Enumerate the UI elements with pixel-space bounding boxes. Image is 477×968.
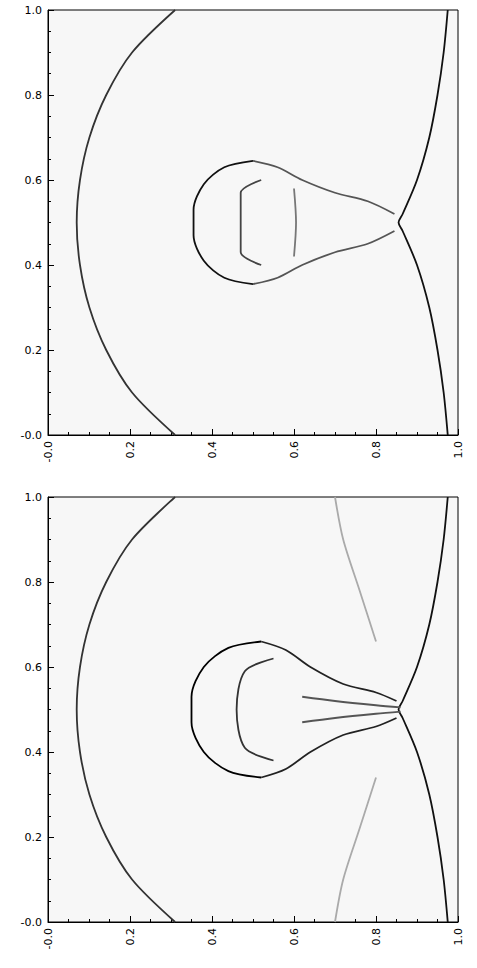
svg-text:0.8: 0.8: [25, 576, 43, 589]
svg-text:0.4: 0.4: [206, 928, 219, 946]
svg-text:1.0: 1.0: [25, 4, 43, 17]
svg-text:0.4: 0.4: [25, 746, 43, 759]
svg-text:0.2: 0.2: [25, 831, 43, 844]
svg-text:1.0: 1.0: [452, 928, 465, 946]
svg-text:-0.0: -0.0: [42, 928, 55, 949]
svg-text:0.6: 0.6: [25, 661, 43, 674]
svg-text:0.8: 0.8: [25, 89, 43, 102]
svg-text:-0.0: -0.0: [42, 441, 55, 462]
svg-text:0.6: 0.6: [288, 441, 301, 459]
svg-text:0.8: 0.8: [370, 441, 383, 459]
svg-text:0.8: 0.8: [370, 928, 383, 946]
svg-text:0.4: 0.4: [206, 441, 219, 459]
svg-text:0.2: 0.2: [124, 441, 137, 459]
svg-text:-0.0: -0.0: [21, 916, 42, 929]
svg-text:0.4: 0.4: [25, 259, 43, 272]
svg-text:0.2: 0.2: [124, 928, 137, 946]
svg-text:0.6: 0.6: [25, 174, 43, 187]
svg-text:1.0: 1.0: [452, 441, 465, 459]
svg-text:0.2: 0.2: [25, 344, 43, 357]
svg-text:0.6: 0.6: [288, 928, 301, 946]
svg-text:1.0: 1.0: [25, 491, 43, 504]
svg-text:-0.0: -0.0: [21, 429, 42, 442]
